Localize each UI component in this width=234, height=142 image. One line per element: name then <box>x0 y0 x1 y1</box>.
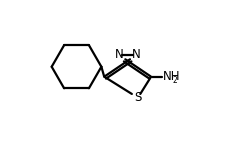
Text: 2: 2 <box>173 76 178 85</box>
Text: N: N <box>132 48 141 61</box>
Text: N: N <box>114 48 123 61</box>
Text: NH: NH <box>163 70 181 83</box>
Text: S: S <box>134 91 142 104</box>
